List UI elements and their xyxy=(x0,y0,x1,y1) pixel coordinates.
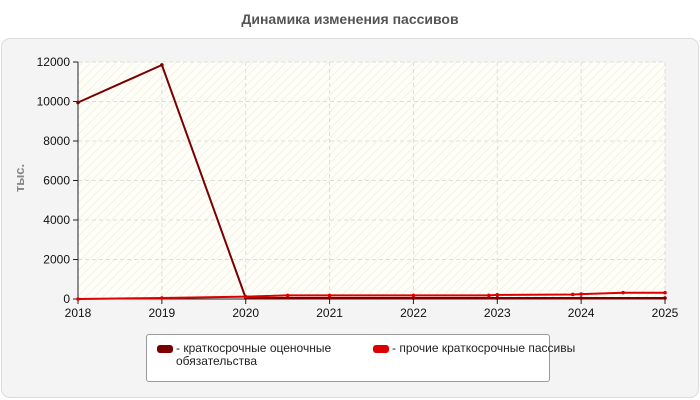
y-tick-label: 4000 xyxy=(43,213,70,227)
x-tick-label: 2019 xyxy=(149,306,176,320)
legend-swatch-series-2 xyxy=(373,345,389,353)
y-tick-label: 0 xyxy=(63,292,70,306)
grid-lines xyxy=(78,61,666,299)
y-tick-label: 2000 xyxy=(43,253,70,267)
legend-swatch-series-1 xyxy=(157,345,173,353)
data-point xyxy=(495,293,500,297)
x-tick-label: 2021 xyxy=(316,306,343,320)
series-line-1 xyxy=(77,64,665,299)
legend-item-series-1: - краткосрочные оценочные обязательства xyxy=(157,342,366,368)
series-line-2 xyxy=(77,291,665,300)
x-tick-label: 2025 xyxy=(652,306,679,320)
data-point xyxy=(243,294,248,299)
legend-item-series-2: - прочие краткосрочные пассивы xyxy=(373,342,582,355)
data-point xyxy=(327,293,332,298)
data-point xyxy=(411,293,416,298)
data-point xyxy=(663,290,667,295)
data-point xyxy=(663,296,667,300)
data-point xyxy=(327,296,332,300)
y-tick-label: 12000 xyxy=(37,55,71,69)
x-tick-label: 2023 xyxy=(484,306,511,320)
legend: - краткосрочные оценочные обязательства … xyxy=(146,334,575,382)
legend-label-series-2: - прочие краткосрочные пассивы xyxy=(392,341,576,355)
y-axis-label: тыс. xyxy=(12,164,27,192)
y-tick-label: 6000 xyxy=(43,174,70,188)
data-point xyxy=(495,296,500,300)
data-point xyxy=(76,100,80,105)
series-layer xyxy=(76,63,667,301)
x-tick-label: 2022 xyxy=(400,306,427,320)
series-2 xyxy=(76,290,667,301)
data-point xyxy=(621,290,625,295)
data-point xyxy=(579,292,583,296)
legend-label-series-1: - краткосрочные оценочные обязательства xyxy=(176,341,332,368)
data-point xyxy=(570,292,575,297)
data-point xyxy=(411,296,416,300)
data-point xyxy=(160,63,164,67)
data-point xyxy=(487,293,491,298)
x-tick-label: 2020 xyxy=(232,306,259,320)
x-tick-label: 2024 xyxy=(568,306,595,320)
tick-labels: 0 2000 4000 6000 8000 10000 12000 2018 2019 2020 2… xyxy=(37,55,679,320)
chart-title: Динамика изменения пассивов xyxy=(241,11,459,27)
y-tick-label: 10000 xyxy=(37,95,71,109)
data-point xyxy=(285,293,290,298)
x-tick-label: 2018 xyxy=(65,306,92,320)
data-point xyxy=(160,296,164,300)
y-tick-label: 8000 xyxy=(43,134,70,148)
data-point xyxy=(579,296,583,300)
data-point xyxy=(76,297,80,301)
